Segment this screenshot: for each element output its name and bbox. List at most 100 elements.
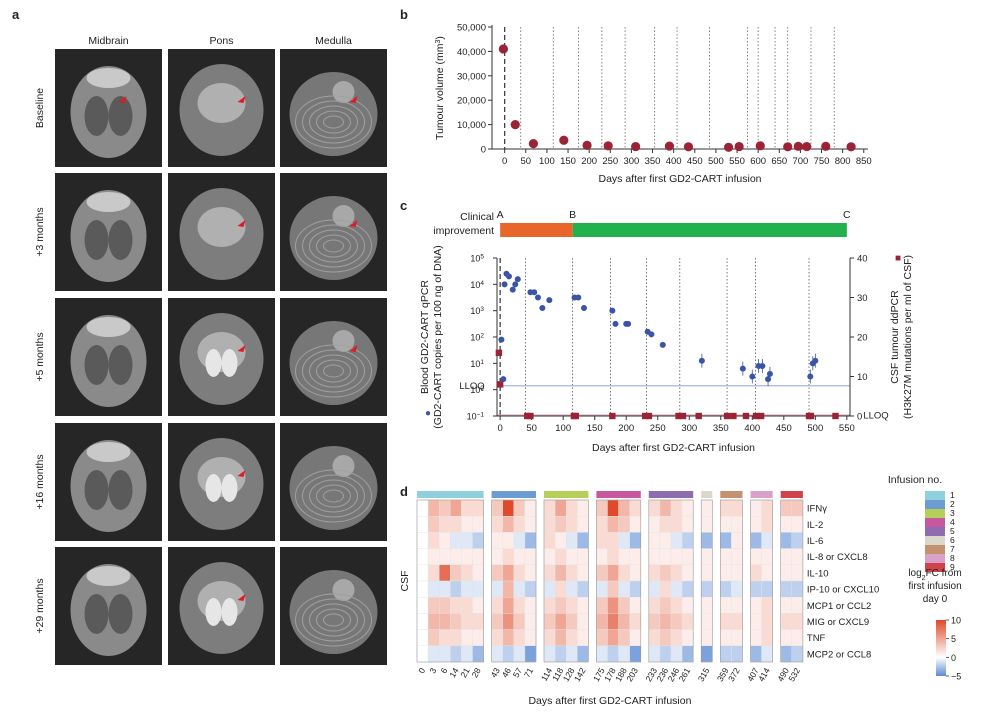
heatmap-cell bbox=[681, 580, 694, 598]
heatmap-cell bbox=[427, 580, 440, 598]
cerebellum-folia bbox=[316, 110, 351, 134]
lloq-label-left: LLOQ bbox=[459, 381, 484, 392]
heatmap-cell bbox=[659, 597, 672, 614]
heatmap-cell bbox=[791, 564, 804, 582]
x-tick-label: 350 bbox=[713, 423, 729, 434]
heatmap-cell bbox=[416, 629, 429, 646]
heatmap-cell bbox=[681, 499, 694, 517]
heatmap-cell bbox=[513, 548, 526, 565]
tumour-arrow-icon bbox=[237, 345, 246, 352]
heatmap-cell bbox=[450, 499, 462, 517]
heatmap-cell bbox=[629, 613, 642, 630]
heatmap-cell bbox=[659, 645, 672, 663]
x-axis-label: Days after first GD2-CART infusion bbox=[592, 442, 755, 454]
mri-scan-4-2 bbox=[280, 547, 387, 665]
x-tick-label: 400 bbox=[666, 156, 682, 167]
blood-qpcr-point bbox=[500, 376, 507, 383]
brain-structure bbox=[108, 96, 133, 136]
heatmap-cell bbox=[513, 564, 526, 582]
csf-ddpcr-point bbox=[609, 412, 616, 420]
heatmap-cell bbox=[554, 532, 567, 549]
y-tick-label: 30,000 bbox=[457, 71, 486, 82]
heatmap-cell bbox=[761, 629, 773, 646]
cerebellum-folia bbox=[295, 219, 372, 273]
column-title: Pons bbox=[210, 35, 234, 47]
heatmap-cell bbox=[554, 613, 567, 630]
heatmap-cell bbox=[472, 499, 484, 517]
heatmap-cell bbox=[577, 516, 589, 533]
brain-structure bbox=[221, 474, 238, 502]
brain-structure bbox=[108, 594, 133, 634]
mri-scan-2-1 bbox=[168, 298, 275, 416]
heatmap-cell bbox=[596, 548, 608, 565]
heatmap-cell bbox=[472, 516, 484, 533]
csf-space bbox=[86, 317, 131, 337]
mri-scan-4-1 bbox=[168, 547, 275, 665]
heatmap-cell bbox=[554, 516, 567, 533]
x-tick-label: 250 bbox=[602, 156, 618, 167]
legend-label: 5 bbox=[950, 526, 955, 536]
x-tick-label: 200 bbox=[618, 423, 634, 434]
day-label: 28 bbox=[469, 666, 483, 679]
heatmap-cell bbox=[502, 645, 515, 663]
brain-structure bbox=[332, 81, 355, 103]
heatmap-cell bbox=[416, 532, 429, 549]
row-label: IL-8 or CXCL8 bbox=[807, 552, 868, 563]
heatmap-cell bbox=[513, 532, 526, 549]
day-label: 532 bbox=[786, 666, 802, 684]
y-left-tick-label: 10−1 bbox=[467, 411, 485, 422]
heatmap-cell bbox=[596, 532, 608, 549]
heatmap-cell bbox=[416, 613, 429, 630]
heatmap-cell bbox=[607, 580, 619, 598]
brain-structure bbox=[197, 207, 246, 247]
day-label: 57 bbox=[511, 666, 525, 679]
heatmap-cell bbox=[670, 580, 683, 598]
blood-qpcr-point bbox=[625, 320, 632, 327]
y-right-tick-label: 20 bbox=[857, 333, 868, 344]
heatmap-cell bbox=[596, 597, 608, 614]
day-label: 372 bbox=[726, 666, 742, 684]
day-label: 261 bbox=[677, 666, 693, 684]
heatmap-cell bbox=[750, 629, 762, 646]
heatmap-cell bbox=[618, 645, 630, 663]
heatmap-cell bbox=[416, 597, 429, 614]
heatmap-cell bbox=[513, 613, 526, 630]
heatmap-group-frame bbox=[780, 499, 804, 663]
heatmap-cell bbox=[427, 564, 440, 582]
brain-tissue bbox=[70, 564, 147, 656]
heatmap-cell bbox=[427, 597, 440, 614]
y-left-tick-exponent: 1 bbox=[480, 358, 484, 365]
heatmap-cell bbox=[416, 580, 429, 598]
data-point bbox=[559, 135, 569, 145]
heatmap-cell bbox=[720, 548, 732, 565]
legend-swatch bbox=[925, 518, 945, 527]
heatmap-cell bbox=[720, 532, 732, 549]
legend-label: 1 bbox=[950, 490, 955, 500]
heatmap-cell bbox=[629, 516, 642, 533]
brain-structure bbox=[84, 220, 109, 260]
cerebellum-folia bbox=[309, 354, 358, 388]
mri-scan-0-1 bbox=[168, 49, 275, 167]
y-right-tick-label: 40 bbox=[857, 254, 868, 265]
y-left-tick-exponent: 3 bbox=[480, 306, 484, 313]
cerebellum-folia bbox=[309, 105, 358, 139]
blood-qpcr-point bbox=[659, 341, 666, 348]
heatmap-cell bbox=[761, 499, 773, 517]
heatmap-cell bbox=[761, 548, 773, 565]
brain-structure bbox=[197, 83, 246, 123]
x-tick-label: 400 bbox=[744, 423, 760, 434]
x-axis-label: Days after first GD2-CART infusion bbox=[528, 695, 691, 707]
heatmap-cell bbox=[427, 499, 440, 517]
heatmap-cell bbox=[566, 645, 578, 663]
blood-qpcr-point bbox=[648, 331, 655, 338]
heatmap-cell bbox=[648, 580, 661, 598]
heatmap-cell bbox=[681, 597, 694, 614]
infusion-group-bar bbox=[701, 491, 713, 498]
csf-ddpcr-point bbox=[752, 412, 760, 420]
blood-qpcr-point bbox=[759, 362, 766, 369]
data-point bbox=[664, 141, 675, 151]
heatmap-cell bbox=[731, 548, 743, 565]
brain-tissue bbox=[70, 66, 147, 158]
legend-label: 7 bbox=[950, 544, 955, 554]
heatmap-cell bbox=[701, 645, 713, 663]
